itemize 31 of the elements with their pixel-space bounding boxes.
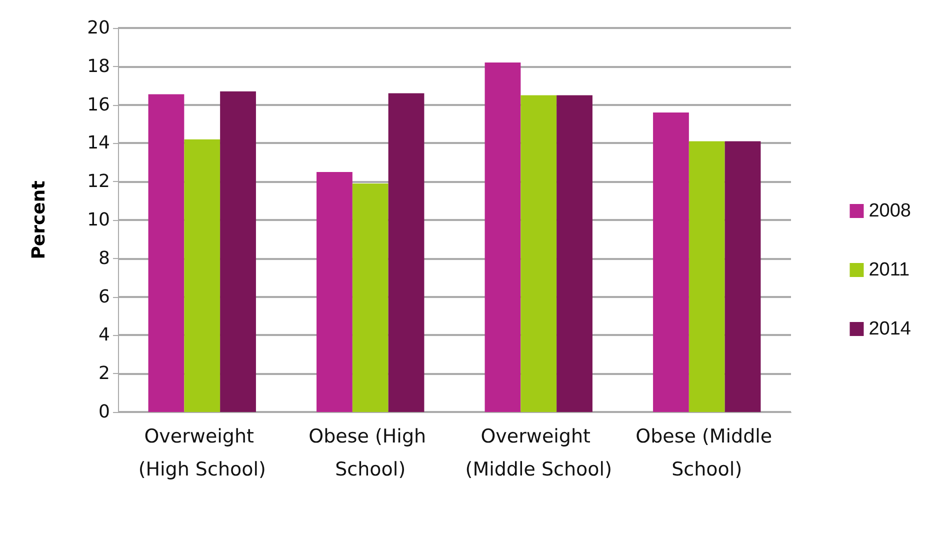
y-tick-label: 2 bbox=[98, 363, 110, 384]
y-tick-label: 16 bbox=[87, 94, 110, 116]
y-tick-label: 0 bbox=[98, 402, 110, 422]
y-tick-label: 10 bbox=[87, 210, 110, 230]
y-axis-title: Percent bbox=[28, 180, 50, 260]
bar bbox=[352, 184, 388, 412]
y-tick-label: 12 bbox=[87, 171, 110, 192]
y-tick-label: 20 bbox=[87, 18, 110, 38]
bar bbox=[148, 94, 184, 412]
bar bbox=[688, 141, 725, 412]
y-tick-label: 6 bbox=[98, 286, 110, 308]
y-tick-label: 8 bbox=[98, 248, 110, 269]
legend-label: 2014 bbox=[868, 318, 912, 340]
x-tick-label: Obese (Middle School) bbox=[636, 426, 778, 480]
bar bbox=[316, 172, 352, 412]
x-tick-label: Overweight (High School) bbox=[138, 426, 266, 480]
bar bbox=[220, 91, 256, 412]
x-tick-label: Obese (High School) bbox=[308, 426, 432, 480]
bar bbox=[184, 139, 220, 412]
bar bbox=[520, 95, 557, 412]
x-tick-label: Overweight (Middle School) bbox=[465, 426, 612, 480]
bar bbox=[653, 112, 689, 412]
bar bbox=[484, 62, 521, 412]
bar bbox=[556, 95, 592, 412]
legend-label: 2008 bbox=[868, 200, 912, 222]
bar bbox=[388, 93, 424, 412]
y-tick-label: 4 bbox=[98, 324, 110, 346]
legend-label: 2011 bbox=[868, 260, 910, 280]
bar bbox=[724, 141, 761, 412]
y-tick-label: 18 bbox=[87, 56, 110, 77]
y-tick-label: 14 bbox=[87, 132, 110, 154]
